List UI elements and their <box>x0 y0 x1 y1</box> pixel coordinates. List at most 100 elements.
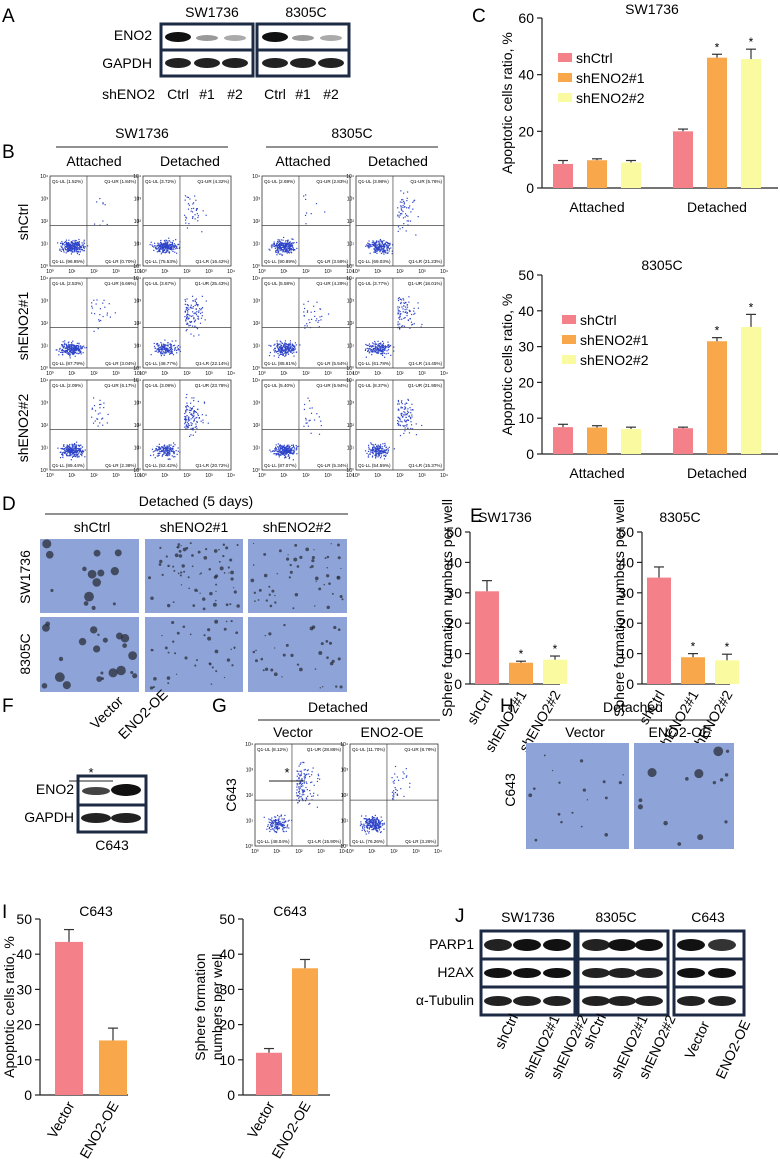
flow-event <box>163 246 165 248</box>
flow-event <box>69 248 71 250</box>
flow-event <box>399 434 402 437</box>
flow-event <box>188 314 190 316</box>
quadrant-label-ur: Q1-UR (6.17%) <box>104 383 136 388</box>
flow-event <box>307 769 309 771</box>
flow-event <box>66 446 68 448</box>
flow-event <box>171 351 173 353</box>
flow-event <box>393 779 396 782</box>
sphere <box>189 542 192 545</box>
flow-event <box>94 313 96 315</box>
sphere <box>637 804 643 810</box>
flow-event <box>59 347 61 349</box>
quadrant-label-ll: Q1-LL (76.26%) <box>352 839 385 844</box>
flow-event <box>383 243 386 245</box>
flow-event <box>365 818 367 820</box>
flow-event <box>385 446 387 448</box>
quadrant-label-ll: Q1-LL (48.04%) <box>257 839 290 844</box>
flow-event <box>73 451 75 453</box>
flow-event <box>82 352 84 354</box>
flow-event <box>387 449 389 452</box>
flow-event <box>170 449 172 451</box>
flow-event <box>64 351 66 353</box>
flow-event <box>91 416 93 418</box>
flow-event <box>68 239 70 241</box>
flow-event <box>386 246 389 248</box>
flow-event <box>286 451 288 453</box>
flow-event <box>170 244 173 246</box>
flow-event <box>195 425 197 427</box>
flow-event <box>282 452 285 455</box>
flow-event <box>171 340 173 342</box>
sphere <box>45 550 54 559</box>
flow-event <box>104 306 106 308</box>
flow-axis-tick: 10⁴ <box>133 174 141 180</box>
sphere <box>339 594 343 599</box>
flow-event <box>161 450 163 452</box>
sphere <box>165 555 168 558</box>
flow-event <box>160 351 162 353</box>
flow-event <box>276 823 278 825</box>
quadrant-label-lr: Q1-LR (22.14%) <box>196 361 230 366</box>
quadrant-label-ur: Q1-UR (6.66%) <box>104 281 136 286</box>
flow-event <box>83 247 85 250</box>
flow-event <box>61 351 63 353</box>
flow-event <box>285 347 287 349</box>
flow-axis-tick: 10² <box>347 219 355 225</box>
flow-event <box>309 793 311 795</box>
micrograph <box>145 617 243 692</box>
panel-g-flow-cytometry: Detached Vector ENO2-OE C643 <box>223 699 440 812</box>
flow-event <box>278 821 281 823</box>
flow-event <box>78 238 80 241</box>
flow-event <box>291 447 293 449</box>
flow-event <box>282 239 284 241</box>
flow-event <box>299 763 301 765</box>
sphere <box>560 820 563 824</box>
flow-event <box>150 454 152 457</box>
flow-event <box>369 246 371 248</box>
flow-event <box>55 349 57 351</box>
flow-event <box>83 245 85 247</box>
flow-event <box>376 830 378 832</box>
flow-event <box>363 823 365 825</box>
flow-event <box>166 450 168 452</box>
flow-event <box>74 245 76 247</box>
flow-event <box>175 349 178 352</box>
flow-event <box>192 315 194 317</box>
flow-event <box>67 455 69 457</box>
flow-event <box>193 410 195 413</box>
flow-event <box>198 417 200 419</box>
flow-event <box>393 794 395 796</box>
sphere <box>207 636 212 641</box>
quadrant-label-ll: Q1-LL (48.77%) <box>145 361 178 366</box>
flow-event <box>158 443 160 445</box>
flow-event <box>402 777 404 780</box>
flow-event <box>276 241 279 243</box>
bar-ENO2-OE <box>292 968 318 1095</box>
sphere <box>274 601 277 604</box>
flow-event <box>296 446 298 448</box>
flow-event <box>282 445 284 447</box>
sphere <box>223 676 226 679</box>
flow-event <box>369 245 371 247</box>
flow-event <box>197 216 199 219</box>
flow-event <box>400 401 403 403</box>
flow-event <box>384 346 386 348</box>
flow-axis-tick: 10¹ <box>41 242 49 248</box>
flow-event <box>77 251 79 253</box>
flow-event <box>406 775 408 777</box>
flow-event <box>395 788 397 791</box>
flow-event <box>383 247 385 249</box>
flow-event <box>278 819 280 822</box>
sphere <box>273 647 276 649</box>
flow-event <box>70 351 72 353</box>
flow-event <box>280 346 283 349</box>
flow-event <box>399 418 401 421</box>
flow-event <box>194 326 196 328</box>
flow-event <box>83 345 85 347</box>
flow-axis-tick: 10³ <box>41 299 49 305</box>
quadrant-label-lr: Q1-LR (3.59%) <box>317 259 348 264</box>
flow-event <box>277 244 279 247</box>
flow-axis-tick: 10³ <box>134 197 142 203</box>
flow-event <box>64 449 66 451</box>
flow-event <box>73 351 75 353</box>
